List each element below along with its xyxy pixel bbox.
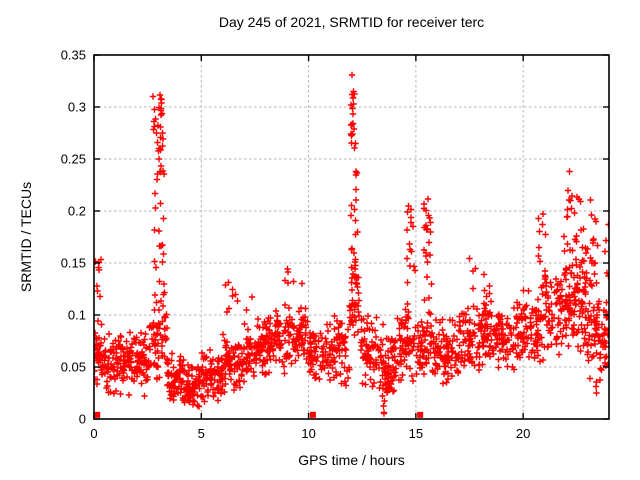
x-tick-label: 0	[90, 426, 97, 441]
y-tick-label: 0	[79, 412, 86, 427]
zero-square-marker	[417, 411, 424, 418]
y-tick-label: 0.35	[61, 48, 86, 63]
y-tick-label: 0.15	[61, 256, 86, 271]
y-tick-label: 0.3	[68, 100, 86, 115]
zero-square-marker	[309, 411, 316, 418]
y-tick-label: 0.1	[68, 308, 86, 323]
y-tick-label: 0.25	[61, 152, 86, 167]
x-tick-label: 20	[516, 426, 530, 441]
plot-border	[93, 54, 610, 420]
y-tick-label: 0.05	[61, 360, 86, 375]
scatter-points-srmtid	[94, 71, 609, 417]
zero-square-marker	[94, 411, 101, 418]
y-tick-label: 0.2	[68, 204, 86, 219]
x-tick-label: 5	[198, 426, 205, 441]
x-tick-label: 15	[409, 426, 423, 441]
x-axis-label: GPS time / hours	[298, 452, 405, 468]
chart-title: Day 245 of 2021, SRMTID for receiver ter…	[218, 14, 485, 30]
x-tick-label: 10	[301, 426, 315, 441]
